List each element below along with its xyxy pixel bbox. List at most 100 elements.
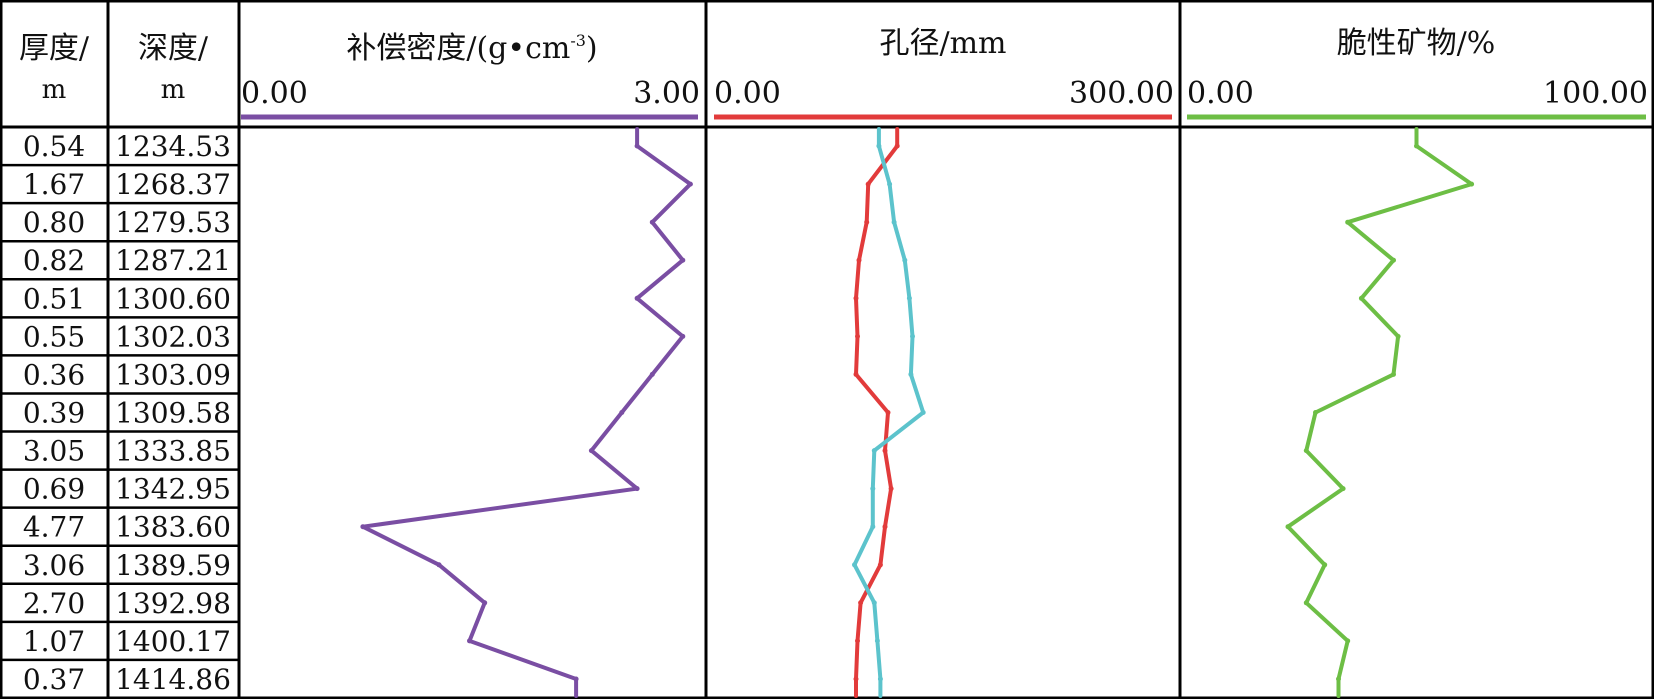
thickness-cell: 1.67 [23, 168, 85, 201]
curve-point-track-1-series-0-row-4 [853, 295, 859, 301]
curve-point-track-1-series-0-row-12 [858, 600, 864, 606]
curve-point-track-1-series-0-row-6 [853, 371, 859, 377]
curve-point-track-2-series-0-row-8 [1303, 448, 1309, 454]
curve-point-track-1-series-0-row-2 [864, 219, 870, 225]
curve-point-track-2-series-0-row-1 [1469, 181, 1475, 187]
curve-point-track-1-series-1-row-7 [920, 410, 926, 415]
thickness-cell: 0.37 [23, 663, 85, 696]
thickness-header-title: 厚度/ [19, 31, 90, 66]
curve-point-track-1-series-1-row-8 [871, 448, 877, 454]
depth-cell: 1383.60 [115, 511, 231, 544]
depth-cell: 1302.03 [115, 320, 231, 353]
track-header-brittle: 脆性矿物/% 0.00 100.00 [1187, 26, 1648, 120]
curve-point-track-1-series-0-row-3 [856, 257, 862, 263]
curve-point-track-2-series-0-row-9 [1340, 486, 1346, 492]
track-header-density: 补偿密度/(g•cm-3) 0.00 3.00 [241, 31, 700, 120]
thickness-cell: 1.07 [23, 625, 85, 658]
curve-point-track-0-series-0-row-5 [680, 333, 686, 339]
thickness-cell: 0.54 [23, 130, 85, 163]
curve-point-track-0-series-0-row-0 [634, 143, 640, 149]
curve-point-track-2-series-0-row-10 [1285, 524, 1291, 530]
curve-point-track-2-series-0-row-2 [1345, 219, 1351, 225]
density-range-max: 3.00 [633, 76, 700, 111]
curve-point-track-1-series-0-row-14 [853, 676, 859, 682]
curve-point-track-1-series-1-row-11 [852, 562, 857, 568]
depth-header-unit: m [161, 75, 186, 105]
density-range-min: 0.00 [241, 76, 308, 111]
curve-point-track-1-series-1-row-3 [902, 257, 908, 263]
thickness-cell: 3.05 [23, 435, 85, 468]
curve-point-track-1-series-0-row-7 [885, 410, 891, 415]
thickness-cell: 2.70 [23, 587, 85, 620]
thickness-cell: 0.51 [23, 282, 85, 315]
caliper-track-title: 孔径/mm [879, 26, 1006, 61]
curve-point-track-1-series-0-row-0 [894, 143, 900, 149]
curve-point-track-1-series-0-row-1 [865, 181, 871, 187]
depth-cell: 1279.53 [115, 206, 231, 239]
curve-point-track-0-series-0-row-13 [467, 638, 472, 644]
curve-point-track-2-series-0-row-6 [1391, 371, 1396, 377]
caliper-range-min: 0.00 [714, 76, 781, 111]
table-headers: 厚度/ m 深度/ m [19, 31, 209, 105]
curve-point-track-1-series-1-row-6 [908, 371, 914, 377]
log-curves [360, 127, 1475, 698]
curve-point-track-0-series-0-row-2 [649, 219, 655, 225]
thickness-cell: 0.69 [23, 473, 85, 506]
track-header-caliper: 孔径/mm 0.00 300.00 [714, 26, 1174, 120]
curve-point-track-1-series-1-row-12 [871, 600, 877, 606]
curve-point-track-1-series-1-row-9 [870, 486, 876, 492]
curve-point-track-1-series-1-row-4 [906, 295, 912, 301]
curve-point-track-0-series-0-row-11 [436, 562, 442, 568]
depth-cell: 1234.53 [115, 130, 231, 163]
curve-point-track-2-series-0-row-11 [1322, 562, 1328, 568]
depth-cell: 1268.37 [115, 168, 231, 201]
curve-point-track-1-series-0-row-8 [882, 448, 888, 454]
depth-cell: 1309.58 [115, 397, 231, 430]
table-rows: 0.54 1234.53 1.67 1268.37 0.80 1279.53 0.82 128… [1, 130, 239, 696]
depth-cell: 1392.98 [115, 587, 231, 620]
depth-cell: 1342.95 [115, 473, 231, 506]
curve-point-track-1-series-1-row-0 [876, 143, 882, 149]
curve-point-track-2-series-0-row-0 [1414, 143, 1419, 149]
curve-point-track-0-series-0-row-10 [360, 524, 366, 530]
curve-point-track-0-series-0-row-12 [482, 600, 488, 606]
curve-point-track-0-series-0-row-4 [634, 295, 640, 301]
curve-point-track-1-series-0-row-9 [888, 486, 894, 492]
curve-point-track-1-series-1-row-5 [910, 333, 915, 339]
caliper-range-max: 300.00 [1069, 76, 1174, 111]
curve-point-track-1-series-1-row-1 [887, 181, 893, 187]
curve-point-track-1-series-0-row-13 [855, 638, 860, 644]
curve-point-track-1-series-0-row-11 [877, 562, 883, 568]
curve-point-track-2-series-0-row-12 [1303, 600, 1309, 606]
depth-cell: 1287.21 [115, 244, 231, 277]
curve-point-track-2-series-0-row-4 [1358, 295, 1364, 301]
curve-point-track-0-series-0-row-14 [573, 676, 579, 682]
thickness-cell: 0.55 [23, 320, 85, 353]
curve-point-track-0-series-0-row-3 [680, 257, 686, 263]
curve-point-track-1-series-1-row-2 [891, 219, 897, 225]
brittle-track-title: 脆性矿物/% [1337, 26, 1496, 61]
depth-cell: 1414.86 [115, 663, 231, 696]
curve-point-track-0-series-0-row-8 [588, 448, 594, 454]
curve-point-track-1-series-0-row-10 [882, 524, 888, 530]
density-track-title: 补偿密度/(g•cm-3) [346, 31, 597, 66]
thickness-cell: 0.36 [23, 358, 85, 391]
brittle-range-min: 0.00 [1187, 76, 1254, 111]
thickness-cell: 0.82 [23, 244, 85, 277]
curve-point-track-0-series-0-row-1 [687, 181, 693, 187]
curve-point-track-1-series-0-row-5 [855, 333, 860, 339]
curve-point-track-0-series-0-row-7 [619, 410, 625, 415]
depth-header-title: 深度/ [138, 31, 209, 66]
thickness-cell: 0.39 [23, 397, 85, 430]
thickness-cell: 0.80 [23, 206, 85, 239]
curve-point-track-1-series-1-row-14 [877, 676, 883, 682]
curve-track-0-series-0 [360, 127, 693, 698]
depth-cell: 1300.60 [115, 282, 231, 315]
curve-point-track-1-series-1-row-10 [870, 524, 876, 530]
brittle-range-max: 100.00 [1543, 76, 1648, 111]
depth-cell: 1400.17 [115, 625, 231, 658]
